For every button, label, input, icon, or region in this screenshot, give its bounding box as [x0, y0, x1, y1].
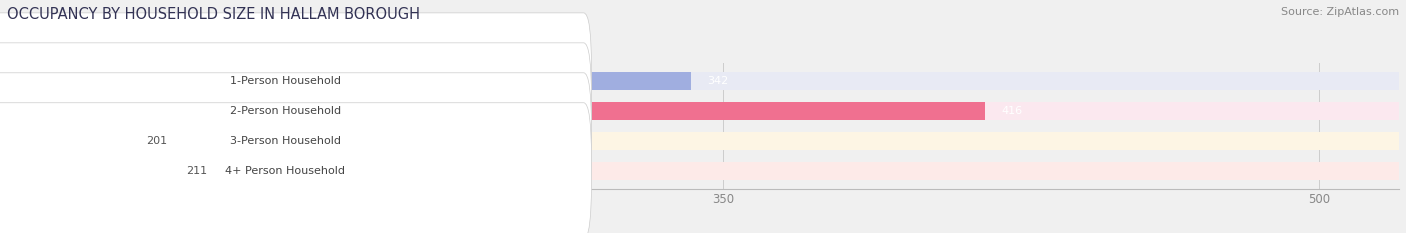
- Text: 4+ Person Household: 4+ Person Household: [225, 166, 346, 176]
- Text: OCCUPANCY BY HOUSEHOLD SIZE IN HALLAM BOROUGH: OCCUPANCY BY HOUSEHOLD SIZE IN HALLAM BO…: [7, 7, 420, 22]
- Text: 2-Person Household: 2-Person Household: [229, 106, 342, 116]
- FancyBboxPatch shape: [0, 43, 592, 179]
- Bar: [0, 102, 986, 120]
- FancyBboxPatch shape: [0, 103, 592, 233]
- Bar: [0, 132, 131, 150]
- Text: 416: 416: [1001, 106, 1022, 116]
- FancyBboxPatch shape: [0, 13, 592, 149]
- Text: 3-Person Household: 3-Person Household: [231, 136, 340, 146]
- Bar: [0, 132, 1399, 150]
- Text: 1-Person Household: 1-Person Household: [231, 76, 340, 86]
- Bar: [0, 72, 692, 90]
- Text: 201: 201: [146, 136, 167, 146]
- Text: Source: ZipAtlas.com: Source: ZipAtlas.com: [1281, 7, 1399, 17]
- Bar: [0, 102, 1399, 120]
- Bar: [0, 162, 1399, 180]
- FancyBboxPatch shape: [0, 73, 592, 209]
- Text: 211: 211: [186, 166, 207, 176]
- Bar: [0, 72, 1399, 90]
- Text: 342: 342: [707, 76, 728, 86]
- Bar: [0, 162, 170, 180]
